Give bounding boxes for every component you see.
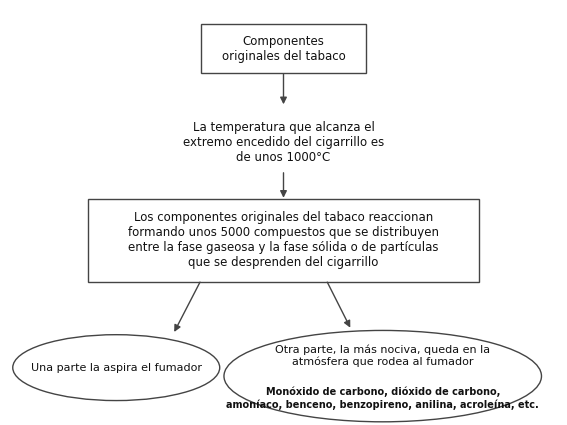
- Ellipse shape: [13, 335, 219, 400]
- Text: Componentes
originales del tabaco: Componentes originales del tabaco: [222, 35, 345, 63]
- Text: La temperatura que alcanza el
extremo encedido del cigarrillo es
de unos 1000°C: La temperatura que alcanza el extremo en…: [183, 121, 384, 164]
- Text: Los componentes originales del tabaco reaccionan
formando unos 5000 compuestos q: Los componentes originales del tabaco re…: [128, 211, 439, 269]
- Text: Otra parte, la más nociva, queda en la
atmósfera que rodea al fumador: Otra parte, la más nociva, queda en la a…: [275, 344, 490, 367]
- Text: Monóxido de carbono, dióxido de carbono,
amoníaco, benceno, benzopireno, anilina: Monóxido de carbono, dióxido de carbono,…: [226, 387, 539, 410]
- FancyBboxPatch shape: [88, 199, 479, 282]
- FancyBboxPatch shape: [201, 25, 366, 74]
- Ellipse shape: [224, 331, 541, 422]
- Text: Una parte la aspira el fumador: Una parte la aspira el fumador: [31, 363, 202, 373]
